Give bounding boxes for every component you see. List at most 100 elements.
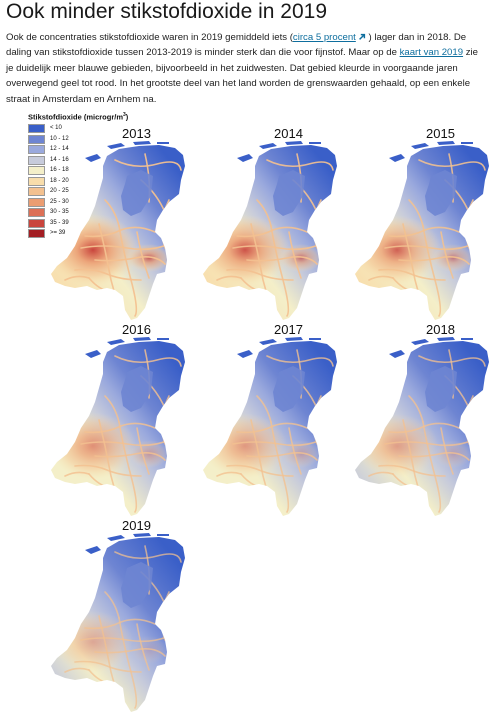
map-panel-2013: 2013: [40, 126, 190, 320]
legend-label: 18 - 20: [50, 177, 69, 184]
highway: [226, 464, 294, 477]
wadden-island: [157, 142, 169, 144]
highway: [114, 551, 182, 563]
link-kaart-van-2019[interactable]: kaart van 2019: [399, 47, 464, 59]
legend-swatch: [28, 166, 45, 175]
legend-swatch: [28, 155, 45, 165]
wadden-island: [437, 337, 455, 341]
legend-label: 14 - 16: [50, 156, 69, 163]
legend-swatch: [28, 187, 45, 196]
link-circa-5-procent[interactable]: circa 5 procent: [293, 32, 366, 43]
highway: [232, 439, 322, 447]
highway: [226, 268, 294, 281]
wadden-island: [85, 546, 101, 554]
page-title: Ook minder stikstofdioxide in 2019: [6, 0, 327, 23]
map-layers: [355, 337, 489, 516]
ijsselmeer: [425, 366, 457, 412]
map-figure: Stikstofdioxide (microgr/m3) < 10 10 - 12…: [10, 112, 489, 716]
legend-swatch: [28, 176, 45, 186]
highway: [378, 464, 446, 477]
ijsselmeer: [121, 562, 153, 608]
highway: [418, 159, 486, 171]
arnhem-hotspot: [434, 440, 472, 468]
highway: [216, 471, 242, 477]
map-layers: [203, 141, 337, 320]
highway: [368, 275, 394, 281]
highway: [408, 395, 424, 423]
year-label: 2013: [122, 126, 151, 141]
map-layers: [51, 141, 185, 320]
map-panel-2019: 2019: [40, 518, 190, 712]
wadden-island: [389, 154, 405, 162]
legend-label: 12 - 14: [50, 146, 69, 152]
wadden-island: [309, 338, 321, 340]
legend-swatch: [28, 218, 45, 228]
randstad-hotspot: [53, 611, 133, 673]
intro-paragraph: Ook de concentraties stikstofdioxide war…: [6, 30, 480, 107]
wadden-island: [237, 350, 253, 358]
highway: [440, 231, 454, 279]
highway: [388, 422, 460, 434]
highway: [384, 243, 474, 251]
wadden-island: [237, 154, 253, 162]
wadden-island: [411, 143, 429, 149]
legend-label: 10 - 12: [50, 135, 69, 142]
highway: [266, 159, 334, 171]
highway: [440, 427, 454, 475]
highway: [64, 471, 90, 477]
arnhem-hotspot: [127, 244, 171, 272]
highway: [64, 275, 90, 281]
highway: [288, 427, 302, 475]
highway: [256, 395, 272, 423]
year-label: 2016: [122, 322, 151, 337]
wadden-island: [285, 337, 303, 341]
ijsselmeer: [425, 170, 457, 216]
netherlands-map: [355, 141, 489, 320]
highway: [114, 159, 182, 171]
link-circa-5-procent-label: circa 5 procent: [292, 32, 356, 43]
year-label: 2015: [426, 126, 455, 141]
map-panel-2018: 2018: [344, 322, 489, 516]
highway: [288, 231, 302, 279]
highway: [408, 199, 424, 227]
highway: [114, 355, 182, 367]
highway: [80, 243, 170, 251]
legend-swatch: [28, 229, 45, 238]
legend-label: 25 - 30: [50, 198, 69, 205]
wadden-island: [85, 350, 101, 358]
highway: [418, 355, 486, 367]
highway: [368, 471, 394, 477]
intro-text-3: zie je duidelijk meer blauwe gebieden, b…: [6, 47, 478, 105]
highway: [104, 591, 120, 619]
wadden-island: [259, 339, 277, 345]
netherlands-map: [355, 337, 489, 516]
wadden-island: [157, 534, 169, 536]
highway: [216, 275, 242, 281]
map-panel-2014: 2014: [192, 126, 342, 320]
wadden-island: [461, 142, 473, 144]
legend-swatch: [28, 145, 45, 154]
legend-title: Stikstofdioxide (microgr/m3): [28, 112, 129, 122]
legend-label: 16 - 18: [50, 167, 69, 173]
wadden-island: [107, 535, 125, 541]
highway: [136, 427, 150, 475]
wadden-island: [285, 141, 303, 145]
wadden-island: [389, 350, 405, 358]
ijsselmeer: [121, 170, 153, 216]
wadden-island: [157, 338, 169, 340]
map-layers: [355, 141, 489, 320]
arnhem-hotspot: [432, 244, 474, 272]
year-label: 2018: [426, 322, 455, 337]
ijsselmeer: [273, 366, 305, 412]
intro-text-1: Ook de concentraties stikstofdioxide war…: [6, 32, 293, 43]
wadden-island: [107, 143, 125, 149]
year-label: 2017: [274, 322, 303, 337]
map-panel-2015: 2015: [344, 126, 489, 320]
highway: [236, 422, 308, 434]
wadden-island: [133, 141, 151, 145]
highway: [136, 231, 150, 279]
highway: [136, 623, 150, 671]
external-link-icon: [358, 33, 365, 40]
intro-text-2: ) lager dan in 2018. De daling van stiks…: [6, 32, 467, 59]
legend-swatch: [28, 124, 45, 133]
